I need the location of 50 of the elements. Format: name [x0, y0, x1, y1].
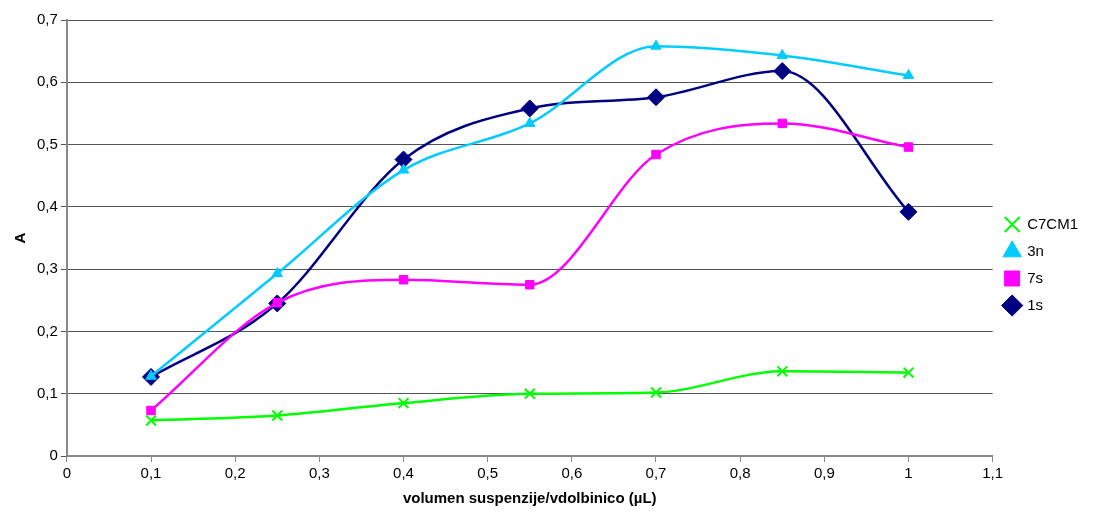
- x-tick-label: 0,1: [140, 464, 162, 482]
- x-tick-label: 0,6: [561, 464, 583, 482]
- x-tick-label: 0,8: [729, 464, 751, 482]
- point: [650, 39, 662, 50]
- x-tick-label: 0: [62, 464, 72, 482]
- point: [776, 49, 788, 59]
- point: [525, 279, 535, 290]
- point: [902, 68, 915, 79]
- point: [777, 118, 787, 129]
- y-tick-label: 0,2: [36, 321, 58, 339]
- point: [647, 88, 665, 107]
- legend-label: 7s: [1027, 268, 1043, 286]
- legend-label: 1s: [1027, 295, 1043, 313]
- point: [398, 274, 409, 285]
- point: [902, 366, 915, 379]
- x-axis-title: volumen suspenzije/vdolbinico (µL): [402, 489, 657, 507]
- y-axis-title: A: [11, 232, 29, 244]
- y-tick-label: 0: [49, 446, 58, 464]
- point: [903, 142, 914, 152]
- x-tick-label: 0,5: [477, 464, 499, 482]
- point: [271, 267, 283, 277]
- y-tick-label: 0,1: [36, 383, 58, 401]
- point: [650, 386, 662, 399]
- x-tick-label: 0,3: [308, 464, 330, 482]
- y-tick-label: 0,4: [36, 197, 58, 214]
- point: [271, 409, 284, 422]
- point: [520, 99, 539, 118]
- x-tick-label: 0,2: [224, 464, 246, 482]
- point: [776, 365, 789, 378]
- point: [146, 405, 156, 416]
- x-tick-label: 0,7: [645, 464, 667, 482]
- point: [524, 116, 536, 127]
- legend-label: C7CM1: [1027, 214, 1079, 232]
- legend-label: 3n: [1027, 241, 1044, 259]
- y-tick-label: 0,5: [36, 134, 58, 152]
- point: [651, 149, 661, 160]
- x-tick-label: 0,4: [393, 464, 414, 482]
- y-tick-label: 0,7: [36, 10, 58, 28]
- point: [397, 397, 410, 410]
- y-tick-label: 0,6: [36, 72, 58, 90]
- point: [145, 414, 157, 427]
- point: [523, 387, 536, 400]
- point: [773, 62, 792, 81]
- point: [899, 202, 918, 221]
- point: [397, 163, 410, 174]
- x-tick-label: 0,9: [813, 464, 835, 482]
- y-tick-label: 0,3: [36, 259, 58, 277]
- point: [394, 150, 413, 169]
- x-tick-label: 1: [904, 464, 913, 482]
- x-tick-label: 1,1: [982, 464, 1004, 482]
